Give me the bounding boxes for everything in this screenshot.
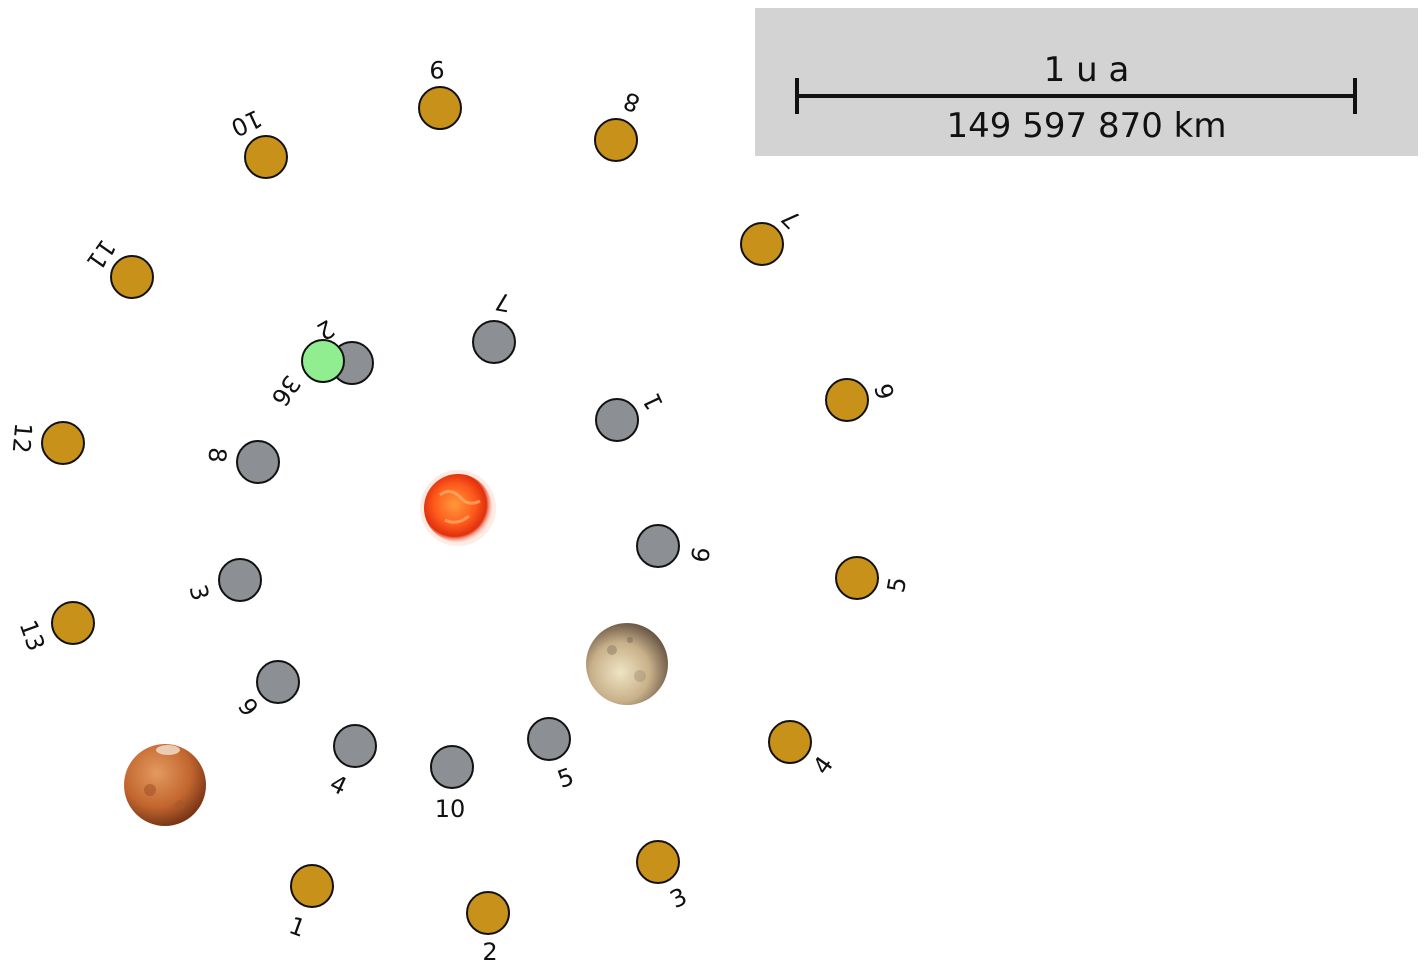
inner-marker-5-label: 5 (554, 762, 578, 794)
scale-line (795, 94, 1357, 98)
inner-marker-7-label: 7 (493, 287, 513, 317)
inner-marker-1: 1 (595, 389, 669, 442)
outer-marker-12: 12 (7, 421, 85, 465)
inner-marker-1-label: 1 (637, 389, 669, 415)
scale-top-label: 1 u a (1043, 50, 1130, 90)
outer-marker-2-label: 2 (482, 938, 497, 964)
inner-marker-8-label: 8 (202, 446, 231, 464)
outer-marker-6: 6 (825, 378, 901, 422)
outer-marker-3-label: 3 (666, 882, 692, 914)
inner-marker-9: 9 (232, 660, 300, 722)
outer-marker-8: 8 (594, 86, 644, 162)
inner-marker-6-label: 6 (686, 545, 716, 565)
earth-marker-label: 36 (266, 370, 306, 411)
inner-marker-10-label: 10 (435, 795, 466, 823)
outer-marker-4: 4 (768, 720, 839, 780)
outer-marker-4-label: 4 (807, 751, 839, 780)
inner-marker-6: 6 (636, 524, 716, 568)
outer-marker-3: 3 (636, 840, 692, 914)
outer-marker-9-label: 9 (429, 55, 444, 83)
inner-marker-8: 8 (202, 440, 280, 484)
outer-marker-10: 10 (227, 104, 288, 179)
inner-marker-3-label: 3 (183, 582, 214, 604)
inner-marker-4: 4 (326, 724, 377, 801)
outer-marker-6-label: 6 (870, 380, 901, 402)
scale-bar: 1 u a 149 597 870 km (755, 8, 1418, 156)
outer-marker-1-label: 1 (285, 911, 309, 943)
outer-marker-2: 2 (466, 891, 510, 964)
scale-left-cap (795, 78, 799, 114)
outer-marker-5-label: 5 (882, 575, 912, 595)
inner-marker-10: 10 (430, 745, 474, 823)
outer-marker-1: 1 (285, 864, 334, 943)
outer-marker-5: 5 (835, 556, 912, 600)
scale-bottom-label: 149 597 870 km (946, 106, 1227, 146)
inner-marker-3: 3 (183, 558, 262, 604)
sun (420, 470, 496, 546)
outer-marker-8-label: 8 (620, 86, 644, 118)
inner-marker-7: 7 (472, 287, 516, 364)
mars (124, 744, 206, 826)
outer-marker-7: 7 (740, 203, 807, 266)
scale-right-cap (1353, 78, 1357, 114)
inner-marker-4-label: 4 (326, 769, 352, 801)
outer-marker-13: 13 (14, 601, 95, 655)
earth-marker: 36 (266, 339, 345, 411)
outer-marker-11: 11 (81, 234, 154, 299)
inner-marker-5: 5 (527, 717, 578, 794)
inner-marker-9-label: 9 (232, 693, 264, 722)
outer-marker-9: 9 (418, 55, 462, 130)
mercury (586, 623, 668, 705)
outer-marker-13-label: 13 (14, 617, 51, 655)
outer-marker-12-label: 12 (7, 422, 38, 455)
outer-marker-7-label: 7 (776, 203, 807, 234)
